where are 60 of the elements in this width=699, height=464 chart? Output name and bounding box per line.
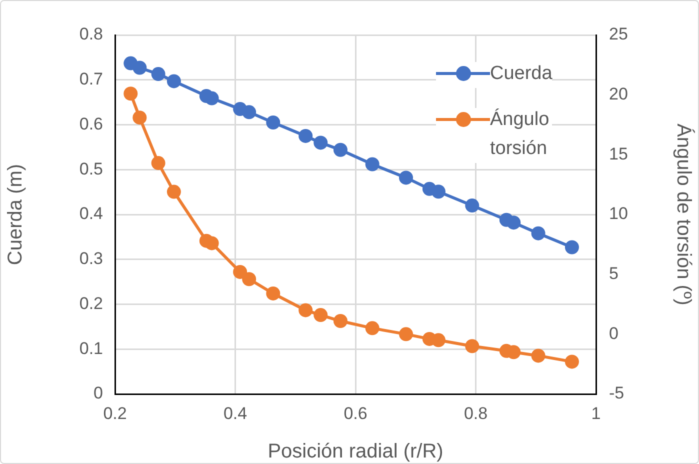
y-tick-label: 0.2 bbox=[79, 294, 103, 313]
point bbox=[266, 286, 280, 300]
y-tick-label: 0.8 bbox=[79, 24, 103, 44]
point bbox=[298, 303, 313, 318]
x-tick-label: 0.2 bbox=[103, 404, 127, 423]
point bbox=[166, 74, 181, 88]
y2-tick-label: 5 bbox=[609, 264, 618, 284]
point bbox=[166, 184, 181, 199]
point bbox=[204, 91, 219, 106]
x-tick-label: 0.8 bbox=[464, 404, 488, 423]
point bbox=[132, 60, 147, 75]
y2-axis-title: Ángulo de torsión (º) bbox=[672, 124, 696, 306]
point bbox=[314, 136, 328, 150]
point bbox=[465, 339, 480, 354]
point bbox=[298, 128, 313, 143]
y2-tick-label: 15 bbox=[609, 144, 628, 164]
x-axis-title: Posición radial (r/R) bbox=[268, 440, 444, 463]
point bbox=[124, 86, 138, 101]
y2-tick-label: -5 bbox=[609, 384, 624, 403]
point bbox=[242, 272, 256, 286]
point bbox=[564, 240, 579, 254]
y-tick-label: 0.4 bbox=[79, 204, 103, 224]
point bbox=[365, 321, 380, 336]
legend-label: Cuerda bbox=[490, 62, 552, 86]
y2-tick-label: 25 bbox=[609, 24, 628, 44]
point bbox=[333, 142, 348, 157]
point bbox=[431, 333, 446, 348]
legend-label: Ángulo torsión bbox=[490, 108, 550, 161]
y-tick-label: 0.5 bbox=[79, 159, 103, 178]
point bbox=[151, 156, 166, 170]
point bbox=[233, 264, 248, 279]
y-tick-label: 0.1 bbox=[79, 338, 103, 358]
point bbox=[365, 157, 380, 172]
point bbox=[564, 354, 579, 369]
point bbox=[333, 314, 348, 328]
x-tick-label: 0.4 bbox=[223, 404, 248, 423]
point bbox=[314, 308, 328, 322]
point bbox=[506, 216, 521, 230]
y2-tick-label: 10 bbox=[609, 204, 628, 224]
point bbox=[531, 348, 546, 363]
point bbox=[204, 236, 219, 250]
point bbox=[531, 226, 546, 240]
x-tick-label: 0.6 bbox=[344, 404, 368, 423]
y2-tick-label: 0 bbox=[609, 324, 618, 343]
y-tick-label: 0.6 bbox=[79, 114, 103, 134]
point bbox=[399, 327, 414, 342]
y-tick-label: 0.7 bbox=[79, 70, 103, 89]
y2-tick-label: 20 bbox=[609, 84, 628, 104]
point bbox=[506, 345, 521, 360]
x-tick-label: 1 bbox=[591, 404, 601, 423]
y-tick-label: 0 bbox=[94, 384, 103, 403]
point bbox=[151, 67, 166, 82]
y-tick-label: 0.3 bbox=[79, 249, 103, 268]
point bbox=[431, 184, 446, 199]
y-axis-title: Cuerda (m) bbox=[4, 164, 27, 266]
point bbox=[242, 105, 256, 120]
point bbox=[266, 116, 280, 130]
point bbox=[399, 170, 414, 185]
point bbox=[132, 110, 147, 125]
point bbox=[465, 198, 480, 213]
